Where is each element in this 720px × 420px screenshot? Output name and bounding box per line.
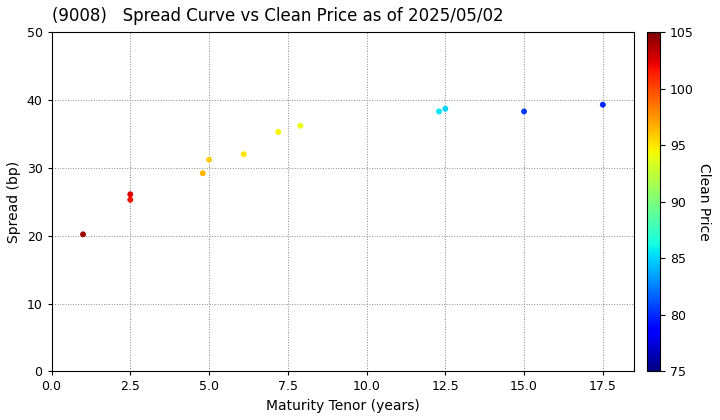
Point [597,101,608,108]
Point [125,197,136,203]
Point [273,129,284,135]
Y-axis label: Spread (bp): Spread (bp) [7,161,21,243]
Point [294,122,306,129]
X-axis label: Maturity Tenor (years): Maturity Tenor (years) [266,399,420,413]
Point [203,156,215,163]
Point [238,151,249,158]
Text: (9008)   Spread Curve vs Clean Price as of 2025/05/02: (9008) Spread Curve vs Clean Price as of… [52,7,503,25]
Point [518,108,530,115]
Point [439,105,451,112]
Point [125,191,136,198]
Point [197,170,209,177]
Point [433,108,445,115]
Y-axis label: Clean Price: Clean Price [697,163,711,241]
Point [77,231,89,238]
